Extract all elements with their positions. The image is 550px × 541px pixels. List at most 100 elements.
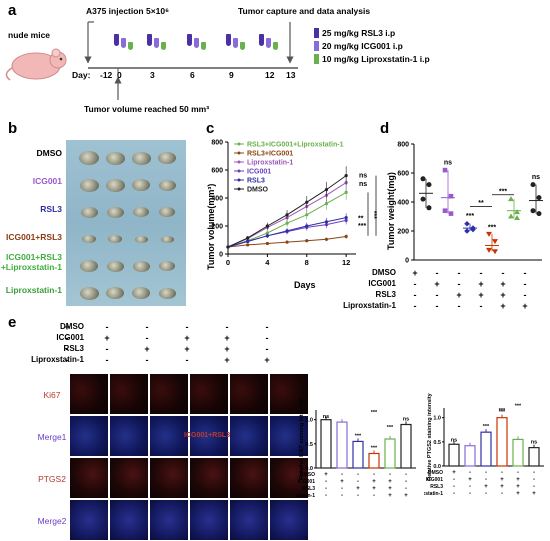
micrograph <box>190 374 228 414</box>
e-design-label: DMSO <box>428 470 443 476</box>
group-label: Liproxstatin-1 <box>5 285 62 295</box>
e-ytick-label: 0.0 <box>433 464 441 470</box>
d-point <box>426 182 432 188</box>
d-design-sign: - <box>435 268 439 278</box>
e-design-sign: - <box>325 486 327 492</box>
e-design-sign: - <box>265 322 269 332</box>
d-design-sign: - <box>457 301 461 311</box>
micrograph <box>110 458 148 498</box>
e-design-sign: + <box>224 355 230 365</box>
dose-mark <box>154 38 159 48</box>
e-design-sign: + <box>404 493 408 499</box>
d-point <box>486 231 492 237</box>
d-point <box>492 239 498 245</box>
tumor-sample <box>79 151 99 165</box>
tumor-sample <box>159 261 175 271</box>
mouse-icon <box>5 48 67 81</box>
e-bar <box>336 421 348 469</box>
day-tick: 3 <box>150 70 155 80</box>
c-xtick-label: 0 <box>226 258 230 267</box>
d-design-sign: - <box>413 301 417 311</box>
e-design-sign: - <box>341 486 343 492</box>
micrograph <box>150 416 188 456</box>
c-annotation: ns <box>359 173 367 180</box>
dosing-legend: 25 mg/kg RSL3 i.p 20 mg/kg ICG001 i.p 10… <box>314 26 430 65</box>
c-legend-marker <box>237 187 241 191</box>
e-design-sign: + <box>224 333 230 343</box>
d-design-sign: - <box>435 290 439 300</box>
e-design-sign: - <box>357 472 359 478</box>
d-point <box>530 182 536 188</box>
c-annotation: ** <box>358 216 364 223</box>
nude-mice-label: nude mice <box>8 30 51 40</box>
c-point <box>344 234 348 239</box>
d-design-sign: + <box>500 301 506 311</box>
e-design-sign: - <box>533 484 535 490</box>
d-design-sign: - <box>523 268 527 278</box>
tumor-volume-chart: 0 200 400 600 800 0 4 8 12 RSL3+ICG001+Liproxstat… <box>211 140 382 268</box>
d-ytick-label: 0 <box>405 258 409 265</box>
c-point <box>246 239 250 243</box>
tumor-sample <box>159 207 175 217</box>
e-bar <box>512 438 524 467</box>
e-design-sign: + <box>516 484 520 490</box>
dose-mark <box>226 34 231 46</box>
c-point <box>324 220 329 224</box>
lip-swatch <box>314 53 319 64</box>
dose-mark <box>187 34 192 46</box>
e-design-sign: - <box>225 322 229 332</box>
e-annotation: *** <box>371 410 378 416</box>
c-ytick-label: 400 <box>211 196 223 203</box>
dose-mark <box>259 34 264 46</box>
tumor-sample <box>158 179 176 191</box>
d-design-sign: - <box>457 268 461 278</box>
micrograph <box>190 458 228 498</box>
d-point <box>420 176 426 182</box>
e-design-sign: + <box>500 477 504 483</box>
panel-label-b: b <box>8 120 18 137</box>
d-point <box>508 213 514 219</box>
e-design-sign: - <box>405 479 407 485</box>
c-point <box>285 229 289 233</box>
e-design-sign: + <box>372 479 376 485</box>
e-design-sign: - <box>485 491 487 497</box>
c-ytick-label: 200 <box>211 224 223 231</box>
d-design-sign: + <box>500 279 506 289</box>
micrograph <box>150 458 188 498</box>
e-design-sign: + <box>452 470 456 476</box>
d-point <box>448 193 454 199</box>
c-annotation: *** <box>358 223 366 230</box>
c-xtick-label: 4 <box>265 258 270 267</box>
tumor-sample <box>134 235 148 243</box>
micrograph <box>150 500 188 540</box>
d-annotation: *** <box>499 188 507 195</box>
c-legend-label: RSL3+ICG001+Liproxstatin-1 <box>247 142 344 149</box>
panel-label-e: e <box>8 314 17 331</box>
c-ytick-label: 600 <box>211 168 223 175</box>
micro-overlay-label: ICG001+RSL3 <box>184 432 231 439</box>
micrograph <box>190 500 228 540</box>
tumor-sample <box>160 235 174 243</box>
day-tick: -12 <box>100 70 113 80</box>
e-ytick-label: 0.5 <box>433 440 441 446</box>
d-point <box>464 228 470 234</box>
d-design-sign: - <box>457 279 461 289</box>
c-annotation: ns <box>359 181 367 188</box>
dose-mark <box>161 42 166 50</box>
tumor-sample <box>105 178 125 192</box>
d-point <box>442 208 448 213</box>
day-tick: 9 <box>229 70 234 80</box>
e-design-sign: + <box>516 477 520 483</box>
e-bar <box>400 423 412 469</box>
e-design-sign: - <box>373 472 375 478</box>
dose-mark <box>201 42 206 50</box>
injection-label: A375 injection 5×10⁶ <box>86 6 170 16</box>
c-point <box>344 216 348 220</box>
legend-rsl3: 25 mg/kg RSL3 i.p <box>322 27 396 38</box>
panel-label-a: a <box>8 2 17 19</box>
e-design-sign: - <box>105 322 109 332</box>
d-point <box>426 205 432 211</box>
e-annotation: *** <box>483 424 490 430</box>
e-design-sign: - <box>485 470 487 476</box>
